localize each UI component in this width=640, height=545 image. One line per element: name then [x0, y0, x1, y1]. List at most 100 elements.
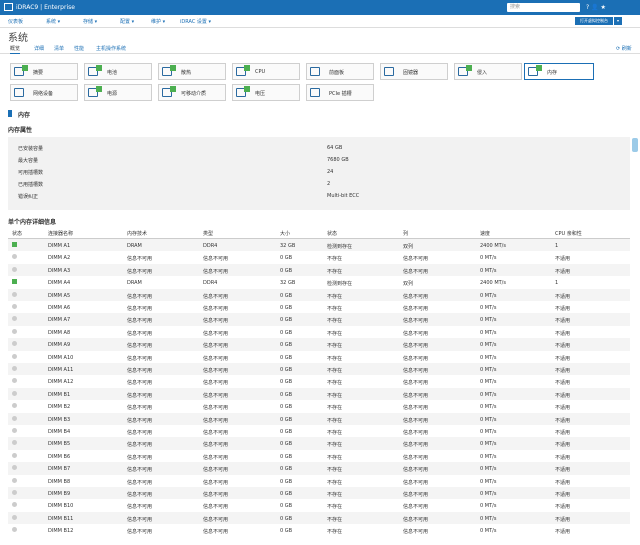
cell: 0 MT/s — [480, 453, 497, 460]
tile[interactable]: CPU — [232, 63, 300, 80]
tile[interactable]: 摘要 — [10, 63, 78, 80]
cell: 0 MT/s — [480, 528, 497, 535]
cell: 信息不可用 — [203, 392, 229, 399]
tile[interactable]: 可移动介质 — [158, 84, 226, 101]
table-row — [8, 499, 630, 512]
nav-item[interactable]: 维护 ▾ — [151, 19, 166, 25]
cell: 不适用 — [555, 430, 571, 436]
brand: iDRAC9 | Enterprise — [16, 4, 75, 11]
nav-item[interactable]: 存储 ▾ — [83, 19, 98, 25]
cell: DIMM A1 — [48, 243, 71, 249]
refresh-label: 刷新 — [621, 46, 632, 52]
cell: 信息不可用 — [127, 405, 153, 412]
nav-item[interactable]: 系统 ▾ — [46, 19, 61, 25]
side-handle[interactable] — [632, 138, 638, 152]
tile-icon — [458, 67, 468, 76]
header-icons[interactable]: ? 👤 ★ — [586, 4, 606, 11]
cell: 0 MT/s — [480, 267, 497, 274]
tile[interactable]: 电压 — [232, 84, 300, 101]
tab[interactable]: 概览 — [10, 46, 21, 54]
status-icon — [12, 465, 17, 471]
cell: 不存在 — [327, 417, 343, 424]
property-value: 7680 GB — [327, 157, 349, 163]
table-row — [8, 263, 630, 277]
console-menu[interactable]: ▾ — [614, 17, 622, 25]
table-row — [8, 400, 630, 413]
tile-label: 可移动介质 — [181, 91, 207, 97]
tile-label: 散热 — [181, 70, 192, 76]
table-row — [8, 474, 630, 487]
property-value: Multi-bit ECC — [327, 193, 360, 199]
tile-label: 电压 — [255, 91, 266, 97]
cell: DIMM B2 — [48, 404, 71, 411]
cell: 不适用 — [555, 330, 571, 337]
nav-item[interactable]: 仪表板 — [8, 19, 24, 25]
refresh[interactable]: ⟳ 刷新 — [616, 46, 632, 52]
cell: 0 MT/s — [480, 441, 497, 448]
cell: 信息不可用 — [403, 529, 429, 536]
cell: 2400 MT/s — [480, 243, 506, 249]
tile-check — [466, 65, 472, 71]
cell: 信息不可用 — [203, 467, 229, 474]
cell: DIMM A12 — [48, 379, 74, 386]
column-header: 速度 — [480, 231, 491, 237]
cell: 检测到存在 — [327, 244, 353, 250]
tile[interactable]: 网络设备 — [10, 84, 78, 101]
cell: 不存在 — [327, 306, 343, 312]
status-icon — [12, 279, 17, 285]
cell: 0 MT/s — [480, 329, 497, 336]
cell: 不存在 — [327, 256, 343, 263]
console-button[interactable]: 打开虚拟控制台 — [575, 17, 613, 25]
cell: 信息不可用 — [127, 268, 153, 275]
cell: 信息不可用 — [203, 442, 229, 449]
cell: DDR4 — [203, 243, 218, 249]
cell: 信息不可用 — [403, 293, 429, 300]
tile[interactable]: 电池 — [84, 63, 152, 80]
tab[interactable]: 性能 — [74, 46, 85, 52]
tile[interactable]: 电源 — [84, 84, 152, 101]
nav-item[interactable]: iDRAC 设置 ▾ — [180, 19, 212, 25]
cell: 信息不可用 — [127, 318, 153, 325]
tile[interactable]: 前面板 — [306, 63, 374, 80]
tab[interactable]: 详细 — [34, 46, 45, 52]
tile[interactable]: 内存 — [524, 63, 594, 80]
cell: 信息不可用 — [203, 454, 229, 461]
column-header: 状态 — [12, 231, 23, 237]
tile[interactable]: 固镜器 — [380, 63, 448, 80]
tile[interactable]: 散热 — [158, 63, 226, 80]
cell: 信息不可用 — [127, 516, 153, 523]
status-icon — [12, 242, 17, 247]
cell: 不存在 — [327, 430, 343, 436]
tab[interactable]: 清单 — [54, 46, 65, 52]
tile[interactable]: PCIe 插槽 — [306, 84, 374, 101]
nav-item[interactable]: 配置 ▾ — [120, 19, 135, 25]
cell: 0 GB — [280, 515, 293, 522]
tile-icon — [384, 67, 394, 76]
table-row — [8, 251, 630, 264]
cell: 0 GB — [280, 491, 293, 497]
cell: 信息不可用 — [127, 392, 153, 399]
cell: 不存在 — [327, 467, 343, 474]
properties-title: 内存属性 — [8, 127, 33, 134]
cell: DIMM A9 — [48, 342, 71, 349]
cell: 信息不可用 — [403, 368, 429, 374]
status-icon — [12, 341, 17, 347]
cell: 信息不可用 — [403, 318, 429, 325]
search-box[interactable]: 搜索 — [507, 3, 580, 12]
cell: 信息不可用 — [403, 392, 429, 399]
cell: 信息不可用 — [127, 306, 153, 312]
cell: 信息不可用 — [203, 330, 229, 337]
cell: 0 MT/s — [480, 491, 497, 497]
cell: 2400 MT/s — [480, 280, 506, 287]
cell: 不适用 — [555, 405, 571, 412]
cell: DDR4 — [203, 280, 218, 287]
table-row — [8, 524, 630, 537]
tile[interactable]: 侵入 — [454, 63, 522, 80]
details-title: 单个内存详细信息 — [8, 219, 57, 226]
cell: 信息不可用 — [127, 430, 153, 436]
cell: DRAM — [127, 243, 142, 249]
tile-icon — [236, 88, 246, 97]
tab[interactable]: 主机操作系统 — [96, 46, 127, 52]
property-value: 64 GB — [327, 145, 343, 151]
cell: 0 MT/s — [480, 466, 497, 473]
